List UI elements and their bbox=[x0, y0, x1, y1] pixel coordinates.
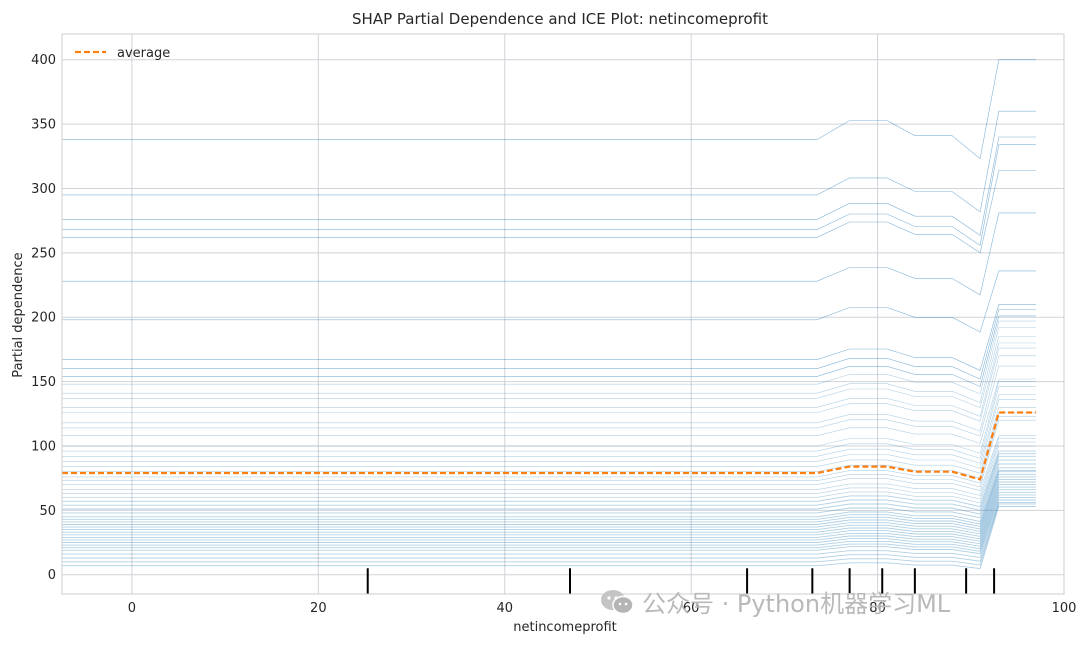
watermark-text: 公众号 · Python机器学习ML bbox=[642, 590, 951, 618]
ice-line bbox=[62, 503, 1036, 566]
x-tick-label: 40 bbox=[496, 601, 513, 616]
ice-line bbox=[62, 386, 1036, 459]
ice-line bbox=[62, 463, 1036, 523]
ice-line bbox=[62, 327, 1036, 404]
ice-line bbox=[62, 453, 1036, 511]
ice-line bbox=[62, 481, 1036, 540]
ice-line bbox=[62, 441, 1036, 500]
y-tick-label: 150 bbox=[31, 375, 56, 390]
ice-line bbox=[62, 336, 1036, 409]
y-tick-labels: 0 50 100 150 200 250 300 350 400 bbox=[31, 53, 56, 583]
ice-line bbox=[62, 469, 1036, 528]
x-tick-label: 0 bbox=[128, 601, 136, 616]
ice-line bbox=[62, 212, 1036, 296]
ice-line bbox=[62, 394, 1036, 464]
ice-line bbox=[62, 419, 1036, 488]
ice-line bbox=[62, 347, 1036, 422]
ice-line bbox=[62, 484, 1036, 542]
ice-line bbox=[62, 476, 1036, 535]
ice-line bbox=[62, 320, 1036, 395]
ice-line bbox=[62, 437, 1036, 496]
average-line bbox=[62, 411, 1036, 481]
ice-line bbox=[62, 496, 1036, 555]
ice-line bbox=[62, 473, 1036, 532]
y-tick-label: 50 bbox=[39, 504, 56, 519]
ice-line bbox=[62, 455, 1036, 515]
ice-line bbox=[62, 144, 1036, 246]
watermark: 公众号 · Python机器学习ML bbox=[600, 584, 950, 619]
ice-line bbox=[62, 499, 1036, 558]
ice-line bbox=[62, 471, 1036, 530]
y-tick-label: 100 bbox=[31, 439, 56, 454]
y-tick-label: 400 bbox=[31, 53, 56, 68]
y-tick-label: 0 bbox=[48, 568, 56, 583]
ice-line bbox=[62, 445, 1036, 504]
ice-line bbox=[62, 309, 1036, 380]
ice-line bbox=[62, 315, 1036, 387]
x-tick-label: 20 bbox=[310, 601, 327, 616]
x-tick-label: 80 bbox=[869, 601, 886, 616]
x-tick-labels: 0 20 40 60 80 100 bbox=[128, 601, 1077, 616]
ice-line bbox=[62, 506, 1036, 570]
average-polyline bbox=[62, 411, 1036, 481]
ice-line bbox=[62, 59, 1036, 160]
legend-average-label: average bbox=[117, 46, 170, 61]
ice-line bbox=[62, 435, 1036, 491]
plot-frame bbox=[61, 33, 1065, 595]
ice-line bbox=[62, 303, 1036, 371]
ice-line bbox=[62, 491, 1036, 550]
ice-line bbox=[62, 399, 1036, 469]
wechat-icon bbox=[601, 589, 634, 614]
ice-line bbox=[62, 110, 1036, 213]
ice-line bbox=[62, 412, 1036, 479]
ice-line bbox=[62, 365, 1036, 437]
ice-line bbox=[62, 494, 1036, 552]
ice-line bbox=[62, 342, 1036, 417]
ice-line bbox=[62, 170, 1036, 254]
ice-line bbox=[62, 136, 1036, 236]
ice-line bbox=[62, 486, 1036, 545]
ice-line bbox=[62, 381, 1036, 454]
ice-line bbox=[62, 355, 1036, 432]
y-tick-label: 250 bbox=[31, 246, 56, 261]
grid bbox=[62, 34, 1065, 594]
legend: average bbox=[75, 46, 170, 61]
ice-lines bbox=[62, 59, 1036, 570]
ice-line bbox=[62, 478, 1036, 537]
ice-line bbox=[62, 467, 1036, 525]
x-axis-label: netincomeprofit bbox=[513, 620, 617, 635]
chart-title: SHAP Partial Dependence and ICE Plot: ne… bbox=[352, 10, 768, 28]
ice-line bbox=[62, 415, 1036, 484]
ice-line bbox=[62, 489, 1036, 547]
y-tick-label: 300 bbox=[31, 182, 56, 197]
x-tick-label: 100 bbox=[1052, 601, 1077, 616]
y-tick-label: 350 bbox=[31, 118, 56, 133]
ice-line bbox=[62, 270, 1036, 333]
y-tick-label: 200 bbox=[31, 311, 56, 326]
ice-line bbox=[62, 502, 1036, 562]
ice-line bbox=[62, 406, 1036, 474]
rug-marks bbox=[366, 568, 996, 594]
ice-line bbox=[62, 378, 1036, 444]
ice-line bbox=[62, 459, 1036, 519]
ice-line bbox=[62, 450, 1036, 508]
x-tick-label: 60 bbox=[683, 601, 700, 616]
y-axis-label: Partial dependence bbox=[11, 252, 26, 377]
